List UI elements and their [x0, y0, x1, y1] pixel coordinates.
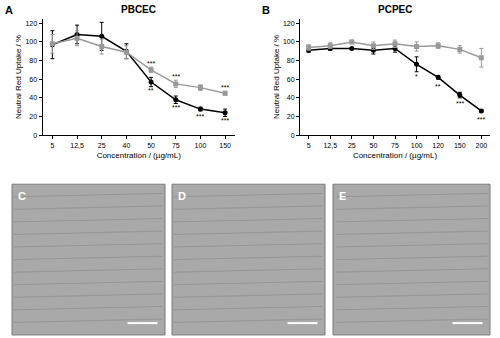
svg-text:40: 40: [29, 94, 37, 101]
svg-text:***: ***: [147, 60, 155, 67]
svg-text:75: 75: [391, 142, 399, 149]
svg-text:20: 20: [287, 113, 295, 120]
svg-text:80: 80: [29, 57, 37, 64]
svg-text:60: 60: [287, 76, 295, 83]
svg-text:PCPEC: PCPEC: [378, 4, 412, 15]
svg-text:***: ***: [172, 73, 180, 80]
svg-text:Neutral Red Uptake / %: Neutral Red Uptake / %: [14, 35, 23, 119]
svg-text:25: 25: [348, 142, 356, 149]
svg-text:5: 5: [50, 142, 54, 149]
svg-text:***: ***: [456, 100, 464, 107]
svg-text:A: A: [5, 4, 13, 16]
svg-text:***: ***: [477, 116, 485, 123]
svg-text:20: 20: [29, 113, 37, 120]
svg-text:Concentration / (µg/mL): Concentration / (µg/mL): [97, 151, 182, 160]
svg-text:50: 50: [147, 142, 155, 149]
svg-text:25: 25: [98, 142, 106, 149]
svg-text:100: 100: [283, 38, 295, 45]
svg-text:***: ***: [172, 104, 180, 111]
svg-text:***: ***: [221, 84, 229, 91]
svg-text:120: 120: [25, 20, 37, 27]
svg-text:12,5: 12,5: [323, 142, 337, 149]
svg-text:75: 75: [172, 142, 180, 149]
svg-text:40: 40: [123, 142, 131, 149]
svg-text:40: 40: [287, 94, 295, 101]
svg-text:150: 150: [219, 142, 231, 149]
svg-text:**: **: [148, 87, 154, 94]
svg-text:50: 50: [370, 142, 378, 149]
svg-text:80: 80: [287, 57, 295, 64]
svg-text:Concentration / (µg/mL): Concentration / (µg/mL): [353, 151, 438, 160]
svg-text:200: 200: [476, 142, 488, 149]
svg-text:***: ***: [221, 117, 229, 124]
svg-text:E: E: [339, 190, 346, 202]
svg-text:12,5: 12,5: [70, 142, 84, 149]
svg-text:120: 120: [432, 142, 444, 149]
svg-text:Neutral Red Uptake / %: Neutral Red Uptake / %: [272, 35, 281, 119]
svg-text:**: **: [435, 83, 441, 90]
svg-text:5: 5: [307, 142, 311, 149]
svg-text:100: 100: [195, 142, 207, 149]
svg-text:150: 150: [454, 142, 466, 149]
svg-text:0: 0: [33, 132, 37, 139]
svg-text:100: 100: [25, 38, 37, 45]
svg-text:100: 100: [411, 142, 423, 149]
svg-text:60: 60: [29, 76, 37, 83]
svg-text:PBCEC: PBCEC: [121, 4, 156, 15]
svg-text:D: D: [178, 190, 186, 202]
svg-text:0: 0: [291, 132, 295, 139]
svg-text:*: *: [415, 73, 418, 80]
svg-text:120: 120: [283, 20, 295, 27]
svg-text:B: B: [262, 4, 270, 16]
svg-text:C: C: [18, 190, 26, 202]
svg-text:***: ***: [196, 113, 204, 120]
